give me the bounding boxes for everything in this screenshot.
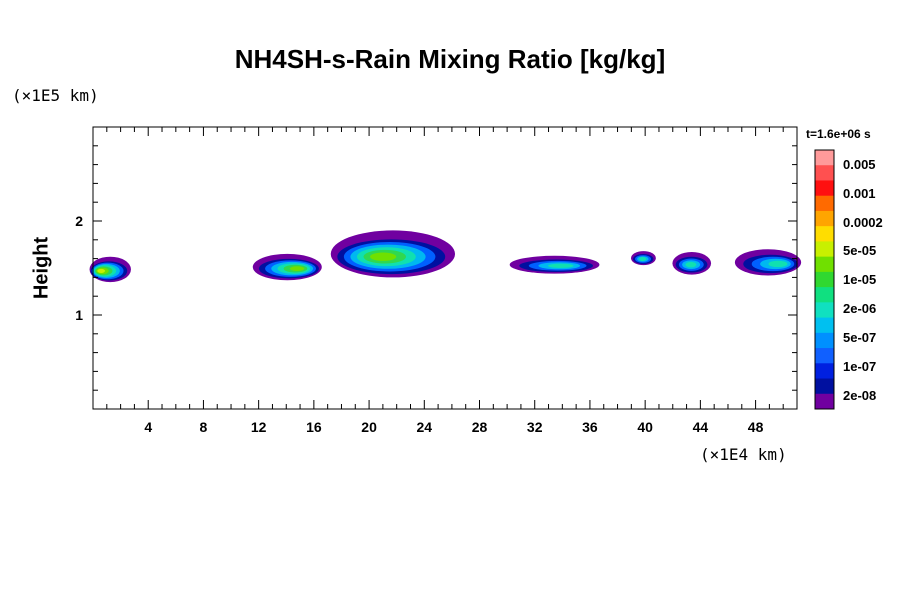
colorbar-label: 0.005 bbox=[843, 157, 876, 172]
contour-band bbox=[685, 261, 697, 268]
colorbar-swatch bbox=[815, 226, 834, 242]
colorbar-swatch bbox=[815, 317, 834, 334]
colorbar-label: 2e-06 bbox=[843, 301, 876, 316]
x-unit-label: (×1E4 km) bbox=[700, 445, 787, 464]
colorbar-swatch bbox=[815, 393, 834, 410]
colorbar-swatch bbox=[815, 363, 834, 380]
colorbar-swatch bbox=[815, 378, 834, 395]
colorbar-swatch bbox=[815, 332, 834, 349]
precip-cell bbox=[252, 253, 322, 281]
colorbar-label: 1e-05 bbox=[843, 272, 876, 287]
precip-cell bbox=[631, 251, 656, 266]
contour-band bbox=[289, 266, 305, 271]
chart-title: NH4SH-s-Rain Mixing Ratio [kg/kg] bbox=[234, 44, 666, 74]
precip-cell bbox=[509, 255, 600, 274]
colorbar-label: 5e-07 bbox=[843, 330, 876, 345]
x-tick-label: 44 bbox=[693, 419, 709, 435]
x-tick-label: 32 bbox=[527, 419, 543, 435]
x-tick-label: 40 bbox=[637, 419, 653, 435]
colorbar-swatch bbox=[815, 195, 834, 212]
colorbar-swatch bbox=[815, 256, 834, 273]
colorbar-swatch bbox=[815, 150, 834, 166]
colorbar-label: 5e-05 bbox=[843, 243, 876, 258]
colorbar-label: 0.0002 bbox=[843, 215, 883, 230]
x-tick-label: 24 bbox=[417, 419, 433, 435]
contour-band bbox=[768, 260, 788, 268]
plot-frame bbox=[92, 126, 798, 410]
contour-band bbox=[97, 268, 106, 273]
contour-band bbox=[639, 256, 647, 261]
colorbar-swatch bbox=[815, 180, 834, 197]
colorbar-swatch bbox=[815, 271, 834, 288]
x-tick-label: 4 bbox=[144, 419, 152, 435]
colorbar-label: 2e-08 bbox=[843, 388, 876, 403]
colorbar-frame bbox=[814, 149, 835, 410]
precip-cell bbox=[89, 256, 131, 283]
colorbar-swatch bbox=[815, 302, 834, 319]
colorbar-swatch bbox=[815, 348, 834, 364]
x-tick-label: 20 bbox=[361, 419, 377, 435]
x-tick-label: 48 bbox=[748, 419, 764, 435]
x-tick-label: 16 bbox=[306, 419, 322, 435]
contour-band bbox=[547, 263, 574, 268]
time-label: t=1.6e+06 s bbox=[806, 127, 871, 141]
y-tick-label: 1 bbox=[75, 307, 83, 323]
precip-cells bbox=[89, 230, 802, 283]
contour-band bbox=[370, 252, 397, 261]
colorbar-label: 1e-07 bbox=[843, 359, 876, 374]
x-tick-label: 12 bbox=[251, 419, 267, 435]
x-tick-label: 28 bbox=[472, 419, 488, 435]
colorbar-swatch bbox=[815, 210, 834, 227]
x-tick-label: 36 bbox=[582, 419, 598, 435]
x-tick-label: 8 bbox=[200, 419, 208, 435]
colorbar-swatch bbox=[815, 241, 834, 258]
precip-cell bbox=[734, 249, 802, 276]
y-unit-label: (×1E5 km) bbox=[12, 86, 99, 105]
y-tick-label: 2 bbox=[75, 213, 83, 229]
colorbar: 0.005 0.001 0.0002 5e-05 1e-05 2e-06 5e-07 1e-0… bbox=[814, 149, 883, 410]
precip-cell bbox=[330, 230, 456, 278]
precip-cell bbox=[672, 252, 712, 275]
colorbar-swatch bbox=[815, 165, 834, 181]
colorbar-swatch bbox=[815, 287, 834, 303]
colorbar-label: 0.001 bbox=[843, 186, 876, 201]
